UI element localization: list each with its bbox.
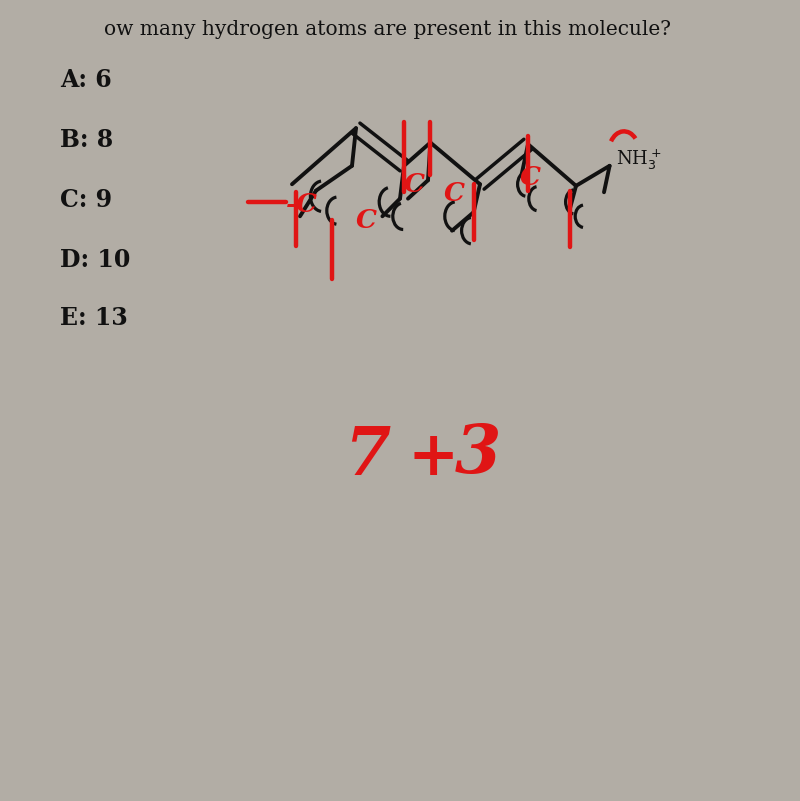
Text: B: 8: B: 8: [60, 128, 114, 152]
Text: E: 13: E: 13: [60, 306, 128, 330]
Text: ow many hydrogen atoms are present in this molecule?: ow many hydrogen atoms are present in th…: [104, 20, 671, 39]
Text: NH$_3^+$: NH$_3^+$: [616, 148, 662, 172]
Text: C: C: [520, 165, 541, 191]
Text: +: +: [408, 429, 459, 488]
Text: C: C: [404, 171, 425, 197]
Text: C: C: [444, 181, 465, 207]
Text: A: 6: A: 6: [60, 68, 112, 92]
Text: 7: 7: [344, 424, 390, 489]
Text: C: 9: C: 9: [60, 188, 112, 212]
Text: C: C: [356, 207, 377, 233]
Text: 3: 3: [454, 422, 501, 488]
Text: -C: -C: [286, 191, 318, 217]
Text: D: 10: D: 10: [60, 248, 130, 272]
